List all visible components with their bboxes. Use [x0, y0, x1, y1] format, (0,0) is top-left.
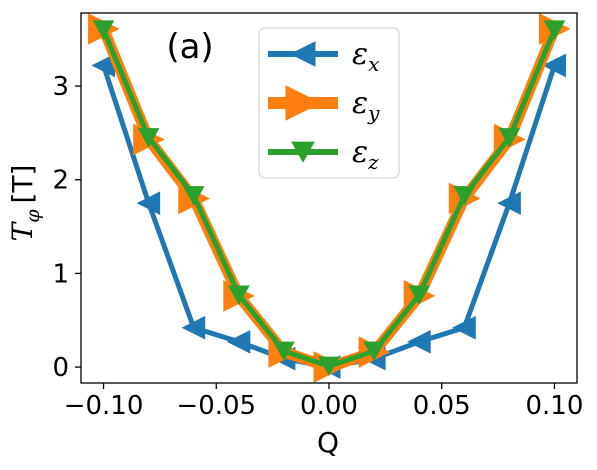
data-point-x	[452, 315, 476, 340]
data-point-z	[318, 356, 340, 377]
data-point-z	[227, 285, 250, 305]
data-point-z	[273, 341, 295, 362]
svg-text:Tφ[T]: Tφ [T]	[6, 165, 44, 242]
data-point-z	[543, 20, 566, 40]
data-point-x	[136, 191, 161, 215]
y-tick-label: 3	[52, 72, 69, 102]
data-point-z	[498, 128, 521, 148]
y-axis-label: Tφ [T]	[6, 165, 44, 242]
x-tick-label: −0.05	[176, 391, 256, 421]
x-tick-label: 0.00	[300, 391, 358, 421]
data-point-x	[497, 191, 521, 215]
y-axis-label-unit: [T]	[6, 165, 39, 204]
data-point-x	[542, 53, 566, 78]
data-point-z	[137, 128, 160, 148]
data-point-z	[92, 20, 115, 40]
legend-swatch-marker	[285, 85, 322, 121]
data-point-z	[453, 186, 476, 206]
y-tick-label: 0	[52, 353, 69, 383]
legend-label: εy	[352, 86, 380, 125]
data-point-z	[408, 285, 431, 305]
x-tick-label: 0.05	[413, 391, 471, 421]
data-point-x	[226, 329, 251, 354]
legend-entry-y: εy	[268, 85, 380, 125]
data-point-z	[363, 341, 385, 362]
data-point-x	[407, 329, 431, 354]
x-axis-label: Q	[317, 426, 339, 459]
x-tick-label: 0.10	[526, 391, 584, 421]
legend-swatch-marker	[289, 41, 316, 67]
y-axis-label-subscript: φ	[22, 209, 44, 223]
legend-label: εx	[352, 37, 379, 76]
legend-entry-z: εz	[268, 135, 379, 174]
series-z	[92, 20, 566, 377]
legend-swatch-marker	[291, 141, 315, 163]
legend: εx εy εz	[258, 27, 400, 179]
x-tick-label: −0.10	[64, 391, 144, 421]
data-point-x	[181, 315, 206, 340]
y-tick-label: 2	[52, 166, 69, 196]
legend-label: εz	[352, 135, 379, 174]
y-tick-label: 1	[52, 259, 69, 289]
legend-entry-x: εx	[268, 37, 379, 76]
data-point-z	[182, 186, 205, 206]
panel-label: (a)	[166, 27, 213, 67]
y-axis-label-symbol: T	[6, 220, 39, 241]
